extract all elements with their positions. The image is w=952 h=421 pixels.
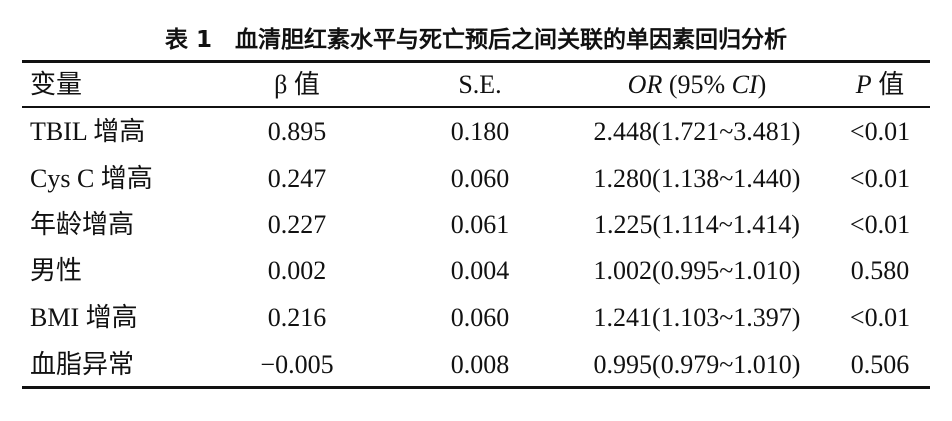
cell-value: 0.580 <box>850 256 910 285</box>
cell-value: 0.060 <box>450 164 510 193</box>
cell-value: <0.01 <box>849 117 911 146</box>
row-label: 年龄增高 <box>30 210 135 239</box>
cell-value: 0.227 <box>267 210 327 239</box>
header-text: 变量 <box>30 70 83 99</box>
row-label: TBIL 增高 <box>30 117 146 146</box>
cell-value: 0.216 <box>267 303 327 332</box>
cell-value: 2.448(1.721~3.481) <box>593 117 801 146</box>
cell-value: 0.895 <box>267 117 327 146</box>
cell-value: −0.005 <box>260 350 334 379</box>
row-label: 血脂异常 <box>30 350 135 379</box>
header-cell: β 值 <box>274 70 320 100</box>
header-text: S.E. <box>458 70 502 99</box>
cell-value: 0.180 <box>450 117 510 146</box>
top-rule <box>22 60 930 63</box>
header-text: OR <box>627 70 663 99</box>
cell-value: 0.008 <box>450 350 510 379</box>
header-text: P <box>855 70 872 99</box>
cell-value: 0.060 <box>450 303 510 332</box>
header-cell: OR (95% CI) <box>628 70 767 100</box>
cell-value: 1.241(1.103~1.397) <box>593 303 801 332</box>
header-text: β 值 <box>274 70 320 99</box>
cell-value: 0.247 <box>267 164 327 193</box>
header-cell: 变量 <box>30 70 82 100</box>
row-label: 男性 <box>30 256 83 285</box>
bottom-rule <box>22 386 930 389</box>
header-text: ) <box>757 70 767 99</box>
cell-value: <0.01 <box>849 210 911 239</box>
row-label: Cys C 增高 <box>30 164 153 193</box>
cell-value: 1.280(1.138~1.440) <box>593 164 801 193</box>
header-cell: P 值 <box>856 70 904 100</box>
cell-value: 0.506 <box>850 350 910 379</box>
header-rule <box>22 106 930 108</box>
cell-value: 0.002 <box>267 256 327 285</box>
cell-value: 1.225(1.114~1.414) <box>594 210 800 239</box>
cell-value: 0.061 <box>450 210 510 239</box>
cell-value: 0.995(0.979~1.010) <box>593 350 801 379</box>
header-text: (95% <box>662 70 732 99</box>
header-text: 值 <box>871 70 905 99</box>
row-label: BMI 增高 <box>30 303 138 332</box>
cell-value: 0.004 <box>450 256 510 285</box>
header-text: CI <box>731 70 758 99</box>
cell-value: <0.01 <box>849 164 911 193</box>
cell-value: <0.01 <box>849 303 911 332</box>
header-cell: S.E. <box>458 70 501 100</box>
cell-value: 1.002(0.995~1.010) <box>593 256 801 285</box>
table-title: 表 1 血清胆红素水平与死亡预后之间关联的单因素回归分析 <box>164 27 787 53</box>
